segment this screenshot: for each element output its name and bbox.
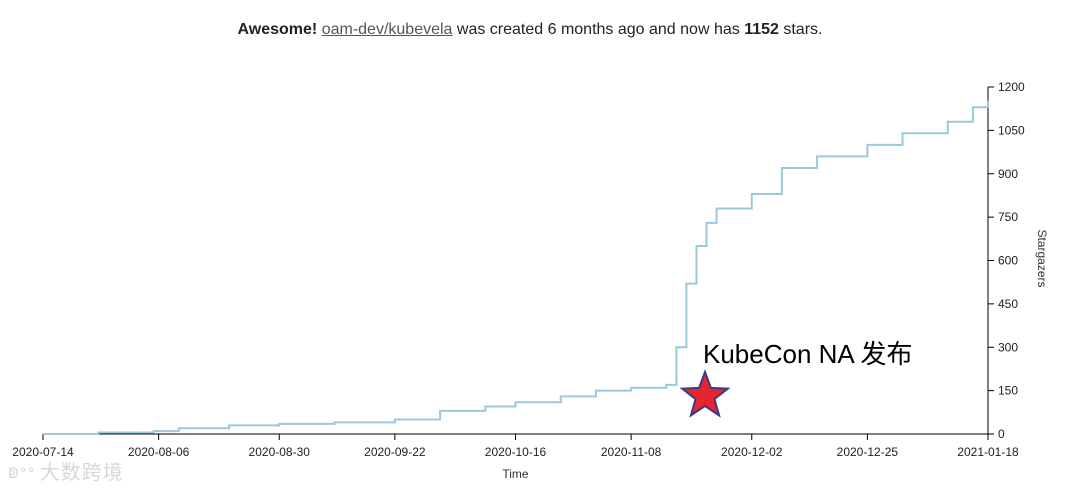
x-tick-label: 2020-07-14 bbox=[12, 445, 74, 459]
star-icon bbox=[679, 369, 731, 418]
y-tick-label: 150 bbox=[998, 384, 1018, 398]
y-tick-label: 900 bbox=[998, 167, 1018, 181]
y-tick-label: 0 bbox=[998, 427, 1005, 441]
headline-awesome: Awesome! bbox=[237, 21, 318, 38]
x-tick-label: 2020-08-06 bbox=[128, 445, 190, 459]
watermark-text: 大数跨境 bbox=[39, 460, 124, 484]
star-count: 1152 bbox=[744, 21, 779, 38]
y-tick-label: 750 bbox=[998, 210, 1018, 224]
headline-suffix: stars. bbox=[778, 21, 823, 38]
series-line bbox=[43, 100, 989, 435]
y-axis: 0 150 300 450 600 750 900 1050 1200 bbox=[987, 80, 1025, 441]
y-tick-label: 1200 bbox=[998, 80, 1025, 94]
x-tick-label: 2021-01-18 bbox=[957, 445, 1019, 459]
x-tick-label: 2020-12-02 bbox=[721, 445, 783, 459]
y-axis-title: Stargazers bbox=[1035, 229, 1049, 287]
x-axis-title: Time bbox=[502, 467, 529, 481]
watermark: ↁ°° 大数跨境 bbox=[8, 456, 124, 485]
headline-middle: was created 6 months ago and now has bbox=[452, 21, 745, 38]
repo-link[interactable]: oam-dev/kubevela bbox=[321, 21, 453, 38]
watermark-logo-icon: ↁ°° bbox=[8, 465, 36, 482]
y-tick-label: 1050 bbox=[998, 123, 1025, 137]
page-headline: Awesome! oam-dev/kubevela was created 6 … bbox=[0, 21, 1060, 39]
y-tick-label: 450 bbox=[998, 297, 1018, 311]
plot-area bbox=[43, 100, 989, 435]
x-axis: 2020-07-14 2020-08-06 2020-08-30 2020-09-22… bbox=[12, 433, 1019, 459]
x-tick-label: 2020-10-16 bbox=[485, 445, 547, 459]
x-tick-label: 2020-11-08 bbox=[601, 445, 662, 459]
y-tick-label: 300 bbox=[998, 340, 1018, 354]
y-tick-label: 600 bbox=[998, 254, 1018, 268]
x-tick-label: 2020-08-30 bbox=[249, 445, 311, 459]
kubecon-annotation: KubeCon NA 发布 bbox=[703, 339, 913, 369]
x-tick-label: 2020-09-22 bbox=[364, 445, 426, 459]
x-tick-label: 2020-12-25 bbox=[837, 445, 899, 459]
